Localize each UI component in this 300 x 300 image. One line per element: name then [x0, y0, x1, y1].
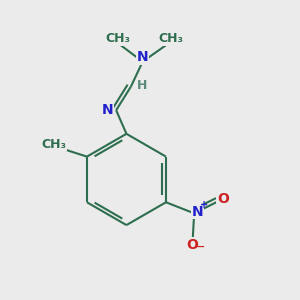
Text: N: N: [137, 50, 148, 64]
Text: −: −: [195, 242, 205, 252]
Text: CH₃: CH₃: [158, 32, 183, 45]
Text: CH₃: CH₃: [105, 32, 130, 45]
Text: O: O: [186, 238, 198, 252]
Text: N: N: [191, 205, 203, 218]
Text: H: H: [137, 79, 147, 92]
Text: N: N: [102, 103, 114, 117]
Text: CH₃: CH₃: [42, 138, 67, 151]
Text: O: O: [217, 192, 229, 206]
Text: +: +: [200, 200, 208, 210]
